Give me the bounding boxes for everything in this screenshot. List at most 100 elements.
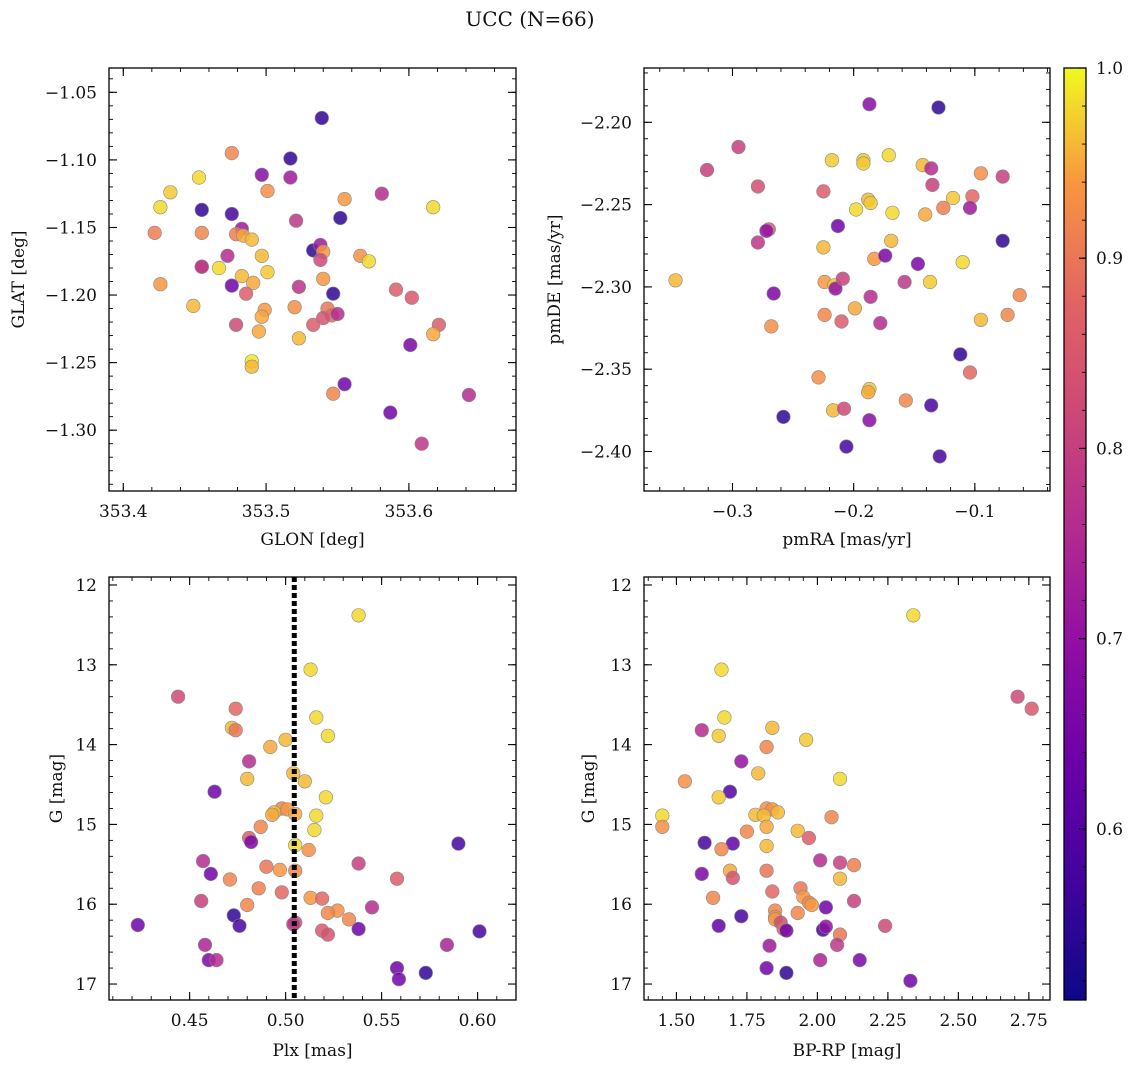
data-point	[320, 927, 336, 942]
colorbar-tick-label: 0.9	[1096, 249, 1123, 269]
data-point	[351, 921, 366, 937]
x-tick-label: 1.50	[657, 1011, 695, 1031]
y-tick-label: 12	[610, 576, 632, 596]
data-point	[313, 252, 328, 267]
y-axis-label: G [mag]	[579, 754, 599, 823]
data-point	[863, 195, 878, 211]
data-point	[251, 324, 266, 339]
y-tick-label: −1.15	[45, 218, 97, 238]
data-point	[224, 146, 239, 161]
x-tick-label: 2.25	[869, 1011, 907, 1031]
data-point	[813, 952, 828, 968]
data-point	[932, 449, 947, 464]
data-point	[259, 859, 274, 874]
y-axis-label: pmDE [mas/yr]	[545, 214, 565, 344]
data-point	[965, 189, 980, 204]
colorbar: 0.6 0.7 0.8 0.9 1.0	[1063, 59, 1123, 1001]
x-axis-label: pmRA [mas/yr]	[782, 530, 911, 550]
data-point	[731, 139, 746, 155]
x-axis-label: GLON [deg]	[260, 530, 364, 550]
data-point	[207, 784, 222, 799]
data-point	[734, 754, 749, 769]
data-point	[191, 170, 207, 185]
data-point	[973, 166, 989, 181]
y-tick-label: 16	[75, 895, 97, 915]
panel-bprp-g: 1.50 1.75 2.00 2.25 2.50 2.75 12 13 14 15 16 17 BP-R…	[579, 576, 1051, 1061]
data-point	[848, 202, 864, 217]
data-point	[770, 805, 786, 820]
data-point	[828, 281, 843, 296]
data-point	[995, 169, 1010, 184]
x-tick-label: −0.1	[954, 502, 995, 522]
colorbar-tick-label: 0.7	[1096, 630, 1123, 650]
data-point	[403, 337, 418, 353]
data-point	[391, 972, 407, 987]
data-point	[1012, 288, 1027, 303]
data-point	[765, 720, 780, 735]
colorbar-frame	[1063, 67, 1087, 1001]
data-point	[818, 900, 834, 915]
x-tick-label: −0.2	[833, 502, 874, 522]
data-point	[759, 739, 774, 755]
data-point	[811, 370, 826, 385]
y-tick-label: −2.35	[580, 360, 632, 380]
y-tick-label: 17	[75, 975, 97, 995]
y-tick-label: −1.30	[45, 421, 97, 441]
data-point	[779, 923, 794, 938]
data-point	[283, 151, 298, 166]
data-point	[220, 248, 235, 263]
points-bprp-g	[655, 608, 1039, 988]
data-point	[289, 213, 304, 228]
data-point	[209, 952, 224, 968]
colorbar-tick-label: 0.6	[1096, 820, 1123, 840]
data-point	[244, 232, 259, 247]
data-point	[361, 254, 377, 269]
x-tick-label: 0.50	[267, 1011, 305, 1031]
data-point	[705, 890, 721, 905]
data-point	[759, 960, 774, 976]
data-point	[461, 387, 477, 403]
data-point	[801, 830, 817, 846]
data-point	[722, 784, 738, 799]
data-point	[766, 286, 781, 301]
data-point	[260, 183, 275, 199]
data-point	[910, 256, 926, 272]
y-tick-label: −2.40	[580, 442, 632, 462]
data-point	[973, 312, 989, 327]
y-tick-label: −2.20	[580, 113, 632, 133]
data-point	[254, 248, 269, 263]
data-point	[244, 834, 259, 850]
y-tick-label: −2.25	[580, 196, 632, 216]
data-point	[776, 409, 791, 425]
data-point	[878, 248, 893, 263]
data-point	[153, 200, 168, 215]
data-point	[278, 732, 293, 747]
data-point	[291, 279, 307, 295]
x-tick-label: 353.6	[385, 502, 434, 522]
data-point	[765, 884, 780, 899]
data-point	[240, 771, 255, 787]
data-point	[804, 897, 819, 913]
data-point	[655, 819, 670, 834]
data-point	[697, 835, 712, 850]
data-point	[228, 701, 243, 716]
data-point	[906, 608, 921, 623]
data-point	[846, 893, 862, 909]
data-point	[922, 274, 938, 290]
data-point	[779, 965, 794, 981]
data-point	[163, 185, 178, 200]
data-point	[699, 162, 715, 178]
data-point	[835, 271, 850, 286]
data-point	[873, 316, 888, 331]
data-point	[320, 905, 336, 921]
data-point	[759, 863, 774, 878]
data-point	[224, 278, 239, 293]
data-point	[846, 857, 862, 873]
data-point	[388, 282, 404, 297]
axes-frame	[643, 576, 1051, 1001]
y-tick-label: 15	[75, 815, 97, 835]
colorbar-tick-label: 0.8	[1096, 439, 1123, 459]
data-point	[877, 918, 893, 933]
data-point	[229, 317, 244, 332]
data-point	[751, 766, 766, 781]
